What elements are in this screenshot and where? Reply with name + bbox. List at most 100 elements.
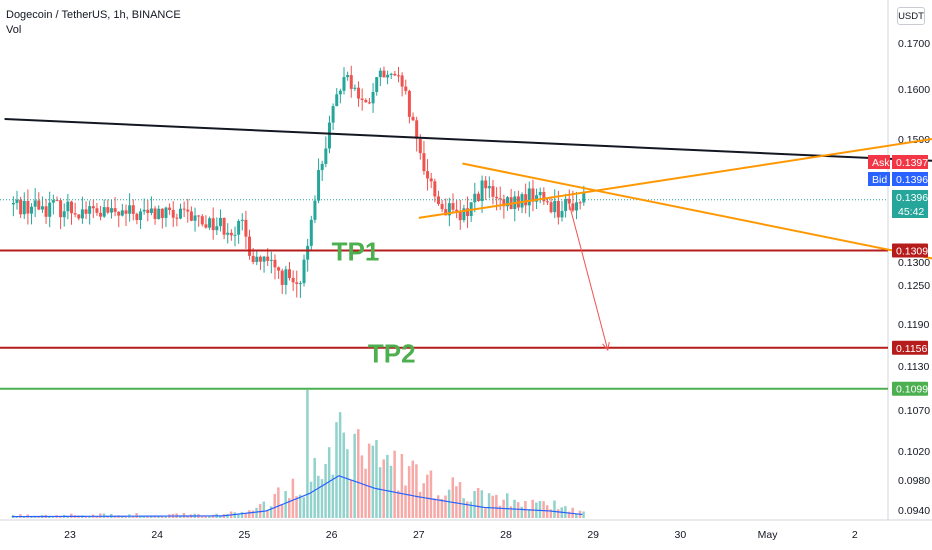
volume-bar xyxy=(447,489,451,518)
candle xyxy=(306,245,310,260)
candle xyxy=(556,201,560,218)
ask-price-bg xyxy=(892,155,928,169)
candle xyxy=(200,216,204,225)
candle xyxy=(466,208,470,216)
candle xyxy=(542,192,546,202)
volume-bar xyxy=(346,449,349,518)
level-label-tp1: TP1 xyxy=(332,236,380,266)
volume-bars xyxy=(11,390,585,518)
candle xyxy=(327,122,331,149)
volume-bar xyxy=(327,447,331,518)
candle xyxy=(124,210,128,214)
volume-bar xyxy=(444,495,447,518)
candle xyxy=(33,200,37,207)
volume-bar xyxy=(378,467,382,518)
volume-bar xyxy=(149,516,153,518)
candle xyxy=(106,207,110,213)
volume-bar xyxy=(426,474,429,518)
y-tick-label: 0.1600 xyxy=(898,84,930,96)
candle xyxy=(211,218,215,231)
volume-bar xyxy=(146,515,149,518)
trendline-2 xyxy=(418,138,932,219)
candle xyxy=(324,148,328,164)
volume-bar xyxy=(360,455,364,518)
candle xyxy=(455,209,459,212)
x-tick-label: 23 xyxy=(64,529,76,541)
candle xyxy=(349,75,353,89)
candle xyxy=(193,215,197,221)
candle xyxy=(237,220,241,235)
support-price-badge-bg xyxy=(892,381,928,396)
volume-bar xyxy=(531,499,534,518)
volume-bar xyxy=(131,515,135,518)
candle xyxy=(476,193,480,201)
x-tick-label: 30 xyxy=(675,529,687,541)
candle xyxy=(99,212,103,217)
tp1-price-badge-bg xyxy=(892,243,928,258)
candle xyxy=(139,211,143,220)
volume-bar xyxy=(375,440,378,518)
volume-bar xyxy=(422,483,425,518)
volume-bar xyxy=(458,482,462,518)
trendline-0 xyxy=(4,118,932,162)
volume-bar xyxy=(317,475,320,518)
volume-label[interactable]: Vol xyxy=(6,24,22,36)
candle xyxy=(498,198,502,200)
volume-bar xyxy=(520,506,524,518)
volume-bar xyxy=(386,454,389,518)
trendline-1 xyxy=(462,162,932,260)
volume-bar xyxy=(480,490,484,518)
volume-bar xyxy=(244,513,247,518)
volume-bar xyxy=(30,516,33,518)
candle xyxy=(95,208,99,213)
arrow-3 xyxy=(567,198,609,351)
candle xyxy=(30,206,34,214)
candle xyxy=(168,207,172,211)
volume-bar xyxy=(288,498,291,518)
volume-bar xyxy=(404,485,407,518)
candle xyxy=(397,75,400,77)
candle xyxy=(346,75,350,78)
candle xyxy=(582,191,586,203)
volume-bar xyxy=(367,443,371,518)
bid-label: Bid xyxy=(872,174,887,186)
candle xyxy=(487,186,491,189)
candle xyxy=(59,200,63,218)
x-tick-label: 27 xyxy=(413,529,425,541)
candle xyxy=(538,192,542,196)
candle xyxy=(15,199,19,203)
candle xyxy=(575,202,579,211)
volume-bar xyxy=(382,459,385,518)
candle xyxy=(462,208,466,221)
ask-price: 0.1397 xyxy=(896,157,928,169)
candle xyxy=(545,201,549,203)
currency-button[interactable]: USDT xyxy=(897,7,925,25)
ask-label: Ask xyxy=(872,157,890,169)
volume-bar xyxy=(498,505,502,518)
candle xyxy=(244,219,248,237)
volume-bar xyxy=(411,460,415,518)
candle xyxy=(389,73,393,75)
volume-bar xyxy=(295,496,298,518)
volume-bar xyxy=(186,516,189,518)
volume-bar xyxy=(527,509,531,518)
candle xyxy=(22,200,26,215)
candle xyxy=(317,170,321,201)
candle xyxy=(266,256,270,261)
candle xyxy=(204,224,208,228)
candle xyxy=(407,90,411,117)
volume-bar xyxy=(240,511,244,518)
candle xyxy=(451,203,455,210)
volume-bar xyxy=(226,513,229,518)
volume-bar xyxy=(200,516,204,518)
y-tick-label: 0.0980 xyxy=(898,475,930,487)
volume-bar xyxy=(273,493,276,518)
candle xyxy=(55,200,59,202)
candle xyxy=(549,202,553,213)
volume-bar xyxy=(309,481,313,518)
volume-bar xyxy=(233,512,236,518)
volume-bar xyxy=(258,504,262,518)
volume-bar xyxy=(51,516,55,518)
symbol-title[interactable]: Dogecoin / TetherUS, 1h, BINANCE xyxy=(6,9,181,21)
